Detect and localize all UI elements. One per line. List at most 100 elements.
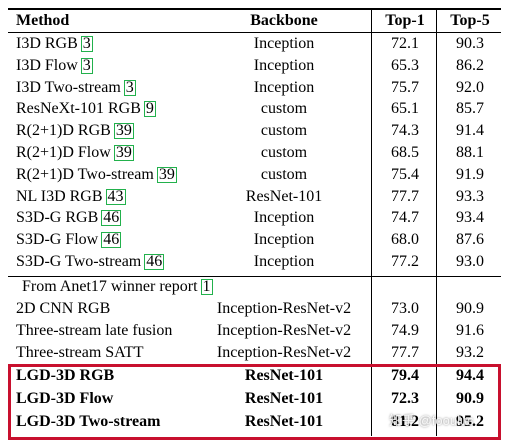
section-label-row: From Anet17 winner report 1 [0,276,507,298]
top5-cell: 90.9 [456,300,484,317]
top5-cell: 93.4 [456,209,484,227]
citation-ref[interactable]: 9 [143,100,156,118]
top5-cell: 95.2 [456,413,484,430]
top5-cell: 94.4 [456,367,484,384]
method-name: I3D RGB [16,35,78,52]
method-cell: ResNeXt-101 RGB 9 [16,98,156,120]
method-name: S3D-G Two-stream [16,253,142,270]
header-rule [8,32,501,33]
table-header-row: Method Backbone Top-1 Top-5 [0,10,507,32]
top5-cell: 87.6 [456,231,484,249]
citation-ref[interactable]: 46 [144,253,165,270]
backbone-cell: custom [260,165,308,183]
table-row: LGD-3D RGB ResNet-101 79.4 94.4 [0,365,507,387]
col-divider-2 [436,8,437,436]
top-rule [8,8,501,10]
header-method: Method [16,12,70,29]
top5-cell: 93.3 [456,187,484,205]
backbone-cell: Inception [253,35,315,52]
top1-cell: 77.7 [391,344,419,361]
citation-ref[interactable]: 43 [105,187,126,205]
backbone-cell: ResNet-101 [244,390,324,407]
table-row: ResNeXt-101 RGB 9 custom 65.1 85.7 [0,98,507,120]
citation-ref[interactable]: 46 [101,231,122,249]
top5-cell: 93.0 [456,253,484,270]
section-rule-1 [8,276,501,277]
table-row: R(2+1)D RGB 39 custom 74.3 91.4 [0,120,507,142]
table-row: S3D-G Two-stream 46 Inception 77.2 93.0 [0,251,507,273]
citation-ref[interactable]: 3 [80,35,93,52]
method-cell: LGD-3D RGB [16,365,114,387]
top5-cell: 93.2 [456,344,484,361]
top5-cell: 91.4 [456,122,484,140]
method-cell: 2D CNN RGB [16,298,110,320]
method-cell: LGD-3D Flow [16,388,113,410]
table-row: R(2+1)D Flow 39 custom 68.5 88.1 [0,142,507,164]
method-name: Three-stream late fusion [16,322,173,339]
section-ref[interactable]: 1 [200,278,213,295]
method-name: R(2+1)D Flow [16,144,111,161]
method-name: R(2+1)D Two-stream [16,165,154,183]
citation-ref[interactable]: 3 [123,78,136,96]
top5-cell: 91.9 [456,165,484,183]
backbone-cell: Inception [253,209,315,227]
top1-cell: 68.5 [391,144,419,161]
top5-cell: 90.3 [456,35,484,52]
top1-cell: 75.7 [391,78,419,96]
top1-cell: 75.4 [391,165,419,183]
backbone-cell: ResNet-101 [244,367,324,384]
top1-cell: 74.7 [391,209,419,227]
method-name: R(2+1)D RGB [16,122,111,140]
table-row: Three-stream late fusion Inception-ResNet… [0,320,507,342]
table-row: I3D RGB 3 Inception 72.1 90.3 [0,33,507,55]
top5-cell: 92.0 [456,78,484,96]
top1-cell: 73.0 [391,300,419,317]
backbone-cell: Inception-ResNet-v2 [216,322,352,339]
citation-ref[interactable]: 39 [156,165,177,183]
method-cell: I3D Two-stream 3 [16,77,136,99]
table-row: R(2+1)D Two-stream 39 custom 75.4 91.9 [0,164,507,186]
watermark-text: 知乎 @fooulus [389,413,474,428]
zhihu-logo-icon [372,412,386,426]
method-name: I3D Two-stream [16,78,121,96]
method-name: LGD-3D RGB [16,367,115,384]
method-name: Three-stream SATT [16,344,144,361]
method-cell: I3D RGB 3 [16,33,93,55]
watermark: 知乎 @fooulus [372,410,474,429]
backbone-cell: Inception [253,253,315,270]
table-row: 2D CNN RGB Inception-ResNet-v2 73.0 90.9 [0,298,507,320]
top1-cell: 65.3 [391,56,419,74]
citation-ref[interactable]: 46 [101,209,122,227]
method-cell: S3D-G Flow 46 [16,229,122,251]
table-row: NL I3D RGB 43 ResNet-101 77.7 93.3 [0,186,507,208]
table-row: I3D Flow 3 Inception 65.3 86.2 [0,55,507,77]
backbone-cell: ResNet-101 [244,413,324,430]
citation-ref[interactable]: 39 [113,122,134,140]
citation-ref[interactable]: 3 [80,56,93,74]
citation-ref[interactable]: 39 [113,144,134,161]
section-label: From Anet17 winner report 1 [22,276,213,298]
method-cell: S3D-G RGB 46 [16,207,122,229]
method-name: 2D CNN RGB [16,300,111,317]
col-divider-1 [371,8,372,436]
top5-cell: 86.2 [456,56,484,74]
method-cell: Three-stream late fusion [16,320,172,342]
backbone-cell: Inception [253,78,315,96]
method-cell: R(2+1)D Two-stream 39 [16,164,177,186]
top1-cell: 81.2 [391,413,419,430]
table-row: LGD-3D Flow ResNet-101 72.3 90.9 [0,388,507,410]
method-name: I3D Flow [16,56,78,74]
cropped-caption-fragment: · · · · · · · · · [10,0,85,8]
backbone-cell: custom [260,144,308,161]
backbone-cell: custom [260,122,308,140]
method-name: NL I3D RGB [16,187,103,205]
backbone-cell: Inception [253,231,315,249]
backbone-cell: custom [260,100,308,118]
section-label-text: From Anet17 winner report [22,278,198,295]
table-row: LGD-3D Two-stream ResNet-101 81.2 95.2 [0,411,507,433]
table-row: Three-stream SATT Inception-ResNet-v2 77.7… [0,342,507,364]
method-name: LGD-3D Flow [16,390,114,407]
top1-cell: 72.3 [391,390,419,407]
method-cell: Three-stream SATT [16,342,144,364]
